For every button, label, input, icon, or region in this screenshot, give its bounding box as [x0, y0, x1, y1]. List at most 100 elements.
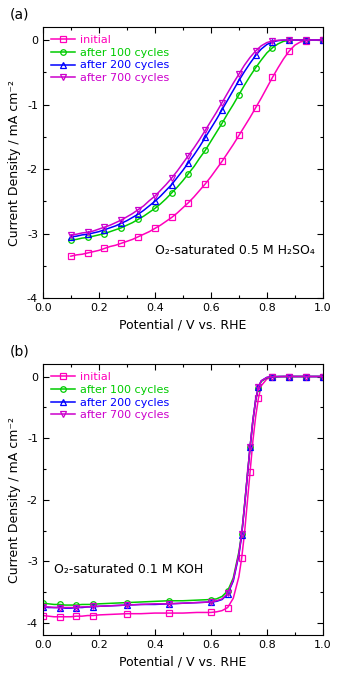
after 200 cycles: [41, 603, 45, 611]
after 100 cycles: [251, 417, 255, 425]
initial: [321, 36, 325, 44]
initial: [74, 612, 79, 620]
after 700 cycles: [108, 221, 112, 230]
Line: after 100 cycles: after 100 cycles: [68, 37, 326, 243]
after 700 cycles: [97, 603, 101, 611]
after 700 cycles: [282, 372, 286, 380]
after 100 cycles: [254, 64, 258, 72]
after 700 cycles: [220, 99, 224, 107]
after 200 cycles: [254, 51, 258, 60]
initial: [131, 236, 135, 244]
after 700 cycles: [299, 36, 303, 44]
after 700 cycles: [139, 600, 143, 609]
after 100 cycles: [86, 600, 90, 609]
initial: [52, 613, 56, 621]
Text: (a): (a): [9, 7, 29, 22]
initial: [304, 372, 308, 380]
initial: [164, 217, 168, 225]
after 700 cycles: [131, 209, 135, 217]
after 200 cycles: [240, 531, 244, 540]
after 700 cycles: [321, 372, 325, 380]
after 200 cycles: [237, 77, 241, 85]
after 700 cycles: [209, 598, 213, 606]
initial: [170, 213, 174, 221]
after 200 cycles: [131, 213, 135, 221]
initial: [198, 186, 202, 194]
after 700 cycles: [240, 530, 244, 538]
after 100 cycles: [321, 372, 325, 380]
initial: [287, 47, 291, 55]
Text: O₂-saturated 0.1 M KOH: O₂-saturated 0.1 M KOH: [54, 563, 203, 575]
initial: [186, 198, 190, 206]
initial: [209, 609, 213, 617]
after 200 cycles: [304, 36, 308, 44]
after 700 cycles: [270, 37, 274, 45]
after 700 cycles: [86, 228, 90, 236]
initial: [86, 249, 90, 257]
after 700 cycles: [287, 36, 291, 44]
Text: (b): (b): [9, 345, 29, 359]
after 700 cycles: [80, 229, 84, 237]
after 700 cycles: [86, 603, 90, 611]
Line: initial: initial: [40, 374, 326, 619]
after 200 cycles: [315, 36, 319, 44]
Line: after 700 cycles: after 700 cycles: [40, 374, 326, 610]
after 700 cycles: [276, 37, 280, 45]
initial: [195, 609, 199, 617]
after 200 cycles: [102, 225, 106, 234]
after 200 cycles: [209, 598, 213, 606]
after 200 cycles: [175, 173, 179, 181]
after 700 cycles: [69, 603, 73, 611]
after 200 cycles: [108, 223, 112, 232]
after 700 cycles: [181, 159, 185, 167]
initial: [111, 610, 115, 618]
after 700 cycles: [220, 595, 224, 603]
after 100 cycles: [215, 595, 219, 603]
initial: [167, 609, 171, 617]
after 200 cycles: [97, 603, 101, 611]
after 700 cycles: [237, 70, 241, 79]
initial: [74, 251, 79, 259]
after 100 cycles: [237, 548, 241, 556]
after 100 cycles: [69, 601, 73, 609]
after 100 cycles: [209, 596, 213, 604]
after 700 cycles: [170, 174, 174, 182]
initial: [315, 36, 319, 44]
after 200 cycles: [242, 503, 246, 511]
after 700 cycles: [153, 600, 157, 608]
after 100 cycles: [181, 177, 185, 185]
after 700 cycles: [209, 117, 213, 125]
after 700 cycles: [270, 373, 274, 381]
after 100 cycles: [69, 236, 73, 244]
after 700 cycles: [63, 603, 67, 611]
after 100 cycles: [220, 592, 224, 600]
after 200 cycles: [195, 598, 199, 607]
X-axis label: Potential / V vs. RHE: Potential / V vs. RHE: [119, 655, 246, 669]
after 700 cycles: [237, 550, 241, 558]
after 200 cycles: [259, 377, 263, 385]
after 100 cycles: [321, 36, 325, 44]
initial: [108, 242, 112, 250]
initial: [282, 372, 286, 380]
after 700 cycles: [242, 61, 246, 69]
after 200 cycles: [265, 374, 269, 382]
after 100 cycles: [293, 36, 297, 44]
after 100 cycles: [153, 597, 157, 605]
after 100 cycles: [315, 372, 319, 380]
initial: [231, 140, 235, 148]
after 200 cycles: [231, 577, 235, 585]
after 200 cycles: [203, 133, 207, 141]
after 700 cycles: [74, 603, 79, 611]
initial: [293, 41, 297, 49]
initial: [315, 372, 319, 380]
initial: [270, 73, 274, 81]
after 200 cycles: [270, 38, 274, 46]
after 200 cycles: [125, 601, 129, 609]
after 700 cycles: [293, 36, 297, 44]
after 700 cycles: [226, 589, 230, 597]
after 200 cycles: [80, 231, 84, 239]
initial: [265, 84, 269, 92]
after 700 cycles: [215, 108, 219, 116]
after 200 cycles: [304, 372, 308, 380]
after 700 cycles: [195, 598, 199, 607]
